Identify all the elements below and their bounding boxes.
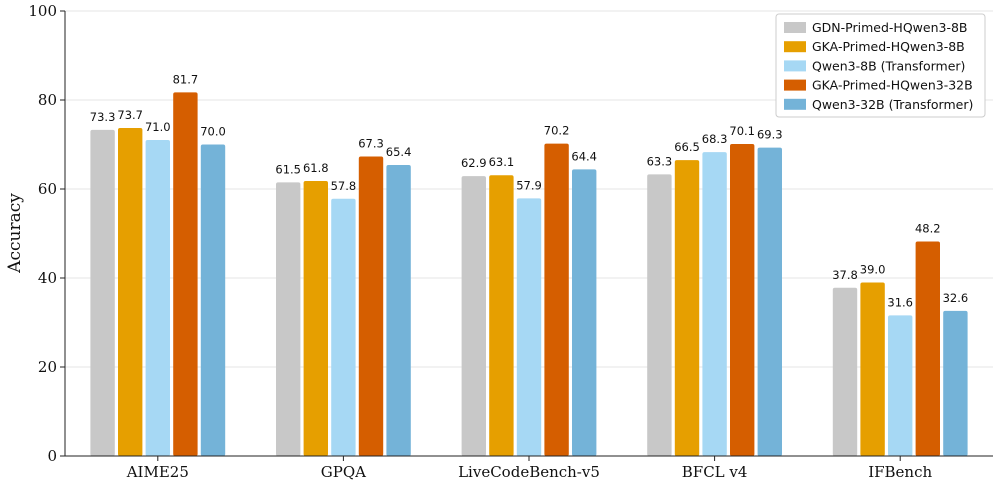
data-label: 64.4: [571, 149, 597, 163]
data-label: 70.2: [544, 124, 570, 138]
bar: [90, 129, 115, 456]
legend-entry: Qwen3-32B (Transformer): [812, 97, 973, 112]
data-label: 68.3: [702, 132, 728, 146]
bar: [943, 310, 968, 456]
y-tick-label: 80: [38, 91, 57, 109]
data-label: 73.7: [117, 108, 143, 122]
bar: [702, 152, 727, 456]
data-label: 32.6: [943, 291, 969, 305]
data-label: 62.9: [461, 156, 487, 170]
data-label: 63.1: [489, 155, 515, 169]
bars: [90, 92, 968, 457]
legend: GDN-Primed-HQwen3-8B GKA-Primed-HQwen3-8B…: [775, 13, 986, 118]
bar: [757, 147, 782, 457]
bar: [674, 160, 700, 456]
data-label: 69.3: [757, 128, 783, 142]
data-label: 57.8: [331, 179, 357, 193]
legend-swatch: [784, 98, 806, 110]
bar: [860, 282, 885, 456]
y-axis-title: Accuracy: [5, 193, 25, 274]
data-label: 39.0: [860, 262, 886, 276]
y-tick-label: 0: [47, 447, 57, 465]
legend-entry: GDN-Primed-HQwen3-8B: [812, 20, 967, 35]
bar: [303, 180, 328, 457]
y-tick-label: 20: [38, 358, 57, 376]
x-tick-label: BFCL v4: [682, 463, 748, 481]
bar: [888, 315, 913, 456]
data-label: 66.5: [674, 140, 700, 154]
data-label: 70.0: [200, 125, 226, 139]
legend-entry: GKA-Primed-HQwen3-8B: [812, 39, 965, 54]
bar: [832, 287, 858, 456]
y-tick-label: 60: [38, 180, 57, 198]
data-label: 57.9: [516, 178, 542, 192]
x-tick-label: IFBench: [868, 463, 932, 481]
bar: [331, 198, 356, 457]
bar: [915, 241, 940, 456]
bar: [489, 175, 514, 456]
legend-swatch: [784, 60, 806, 72]
x-tick-label: LiveCodeBench-v5: [458, 463, 600, 481]
bar: [647, 174, 672, 456]
data-label: 63.3: [647, 154, 673, 168]
x-tick-label: GPQA: [321, 463, 366, 481]
y-tick-label: 100: [28, 2, 57, 20]
data-label: 65.4: [386, 145, 412, 159]
data-label: 61.5: [275, 162, 301, 176]
bar: [118, 128, 143, 456]
data-label: 73.3: [90, 110, 116, 124]
bar: [145, 140, 170, 457]
legend-swatch: [784, 41, 806, 53]
legend-swatch: [784, 79, 806, 91]
bar: [200, 144, 226, 456]
bar: [386, 164, 411, 456]
legend-entry: GKA-Primed-HQwen3-32B: [812, 78, 973, 93]
legend-swatch: [784, 22, 806, 33]
bar: [276, 182, 301, 456]
bar: [516, 198, 542, 456]
bar: [173, 92, 198, 456]
bar: [358, 156, 384, 456]
axes: 0 20 40 60 80 100 AIME25 GPQA LiveCodeBench-v5 BF…: [28, 2, 993, 481]
data-label: 37.8: [832, 268, 858, 282]
data-label: 71.0: [145, 120, 171, 134]
data-label: 31.6: [887, 295, 913, 309]
bar: [572, 169, 597, 457]
data-label: 81.7: [173, 72, 199, 86]
data-label: 67.3: [358, 137, 384, 151]
legend-entry: Qwen3-8B (Transformer): [812, 58, 965, 73]
legend-box: [775, 13, 986, 118]
data-label: 61.8: [303, 161, 329, 175]
data-label: 70.1: [729, 124, 755, 138]
y-tick-label: 40: [38, 269, 57, 287]
bar: [544, 143, 569, 457]
data-labels: 73.3 73.771.0 81.7 70.0 61.5 61.857.8 67.365.4…: [90, 72, 968, 309]
bar: [730, 144, 755, 456]
bar: [461, 176, 486, 456]
data-label: 48.2: [915, 222, 941, 236]
x-tick-label: AIME25: [126, 463, 189, 481]
